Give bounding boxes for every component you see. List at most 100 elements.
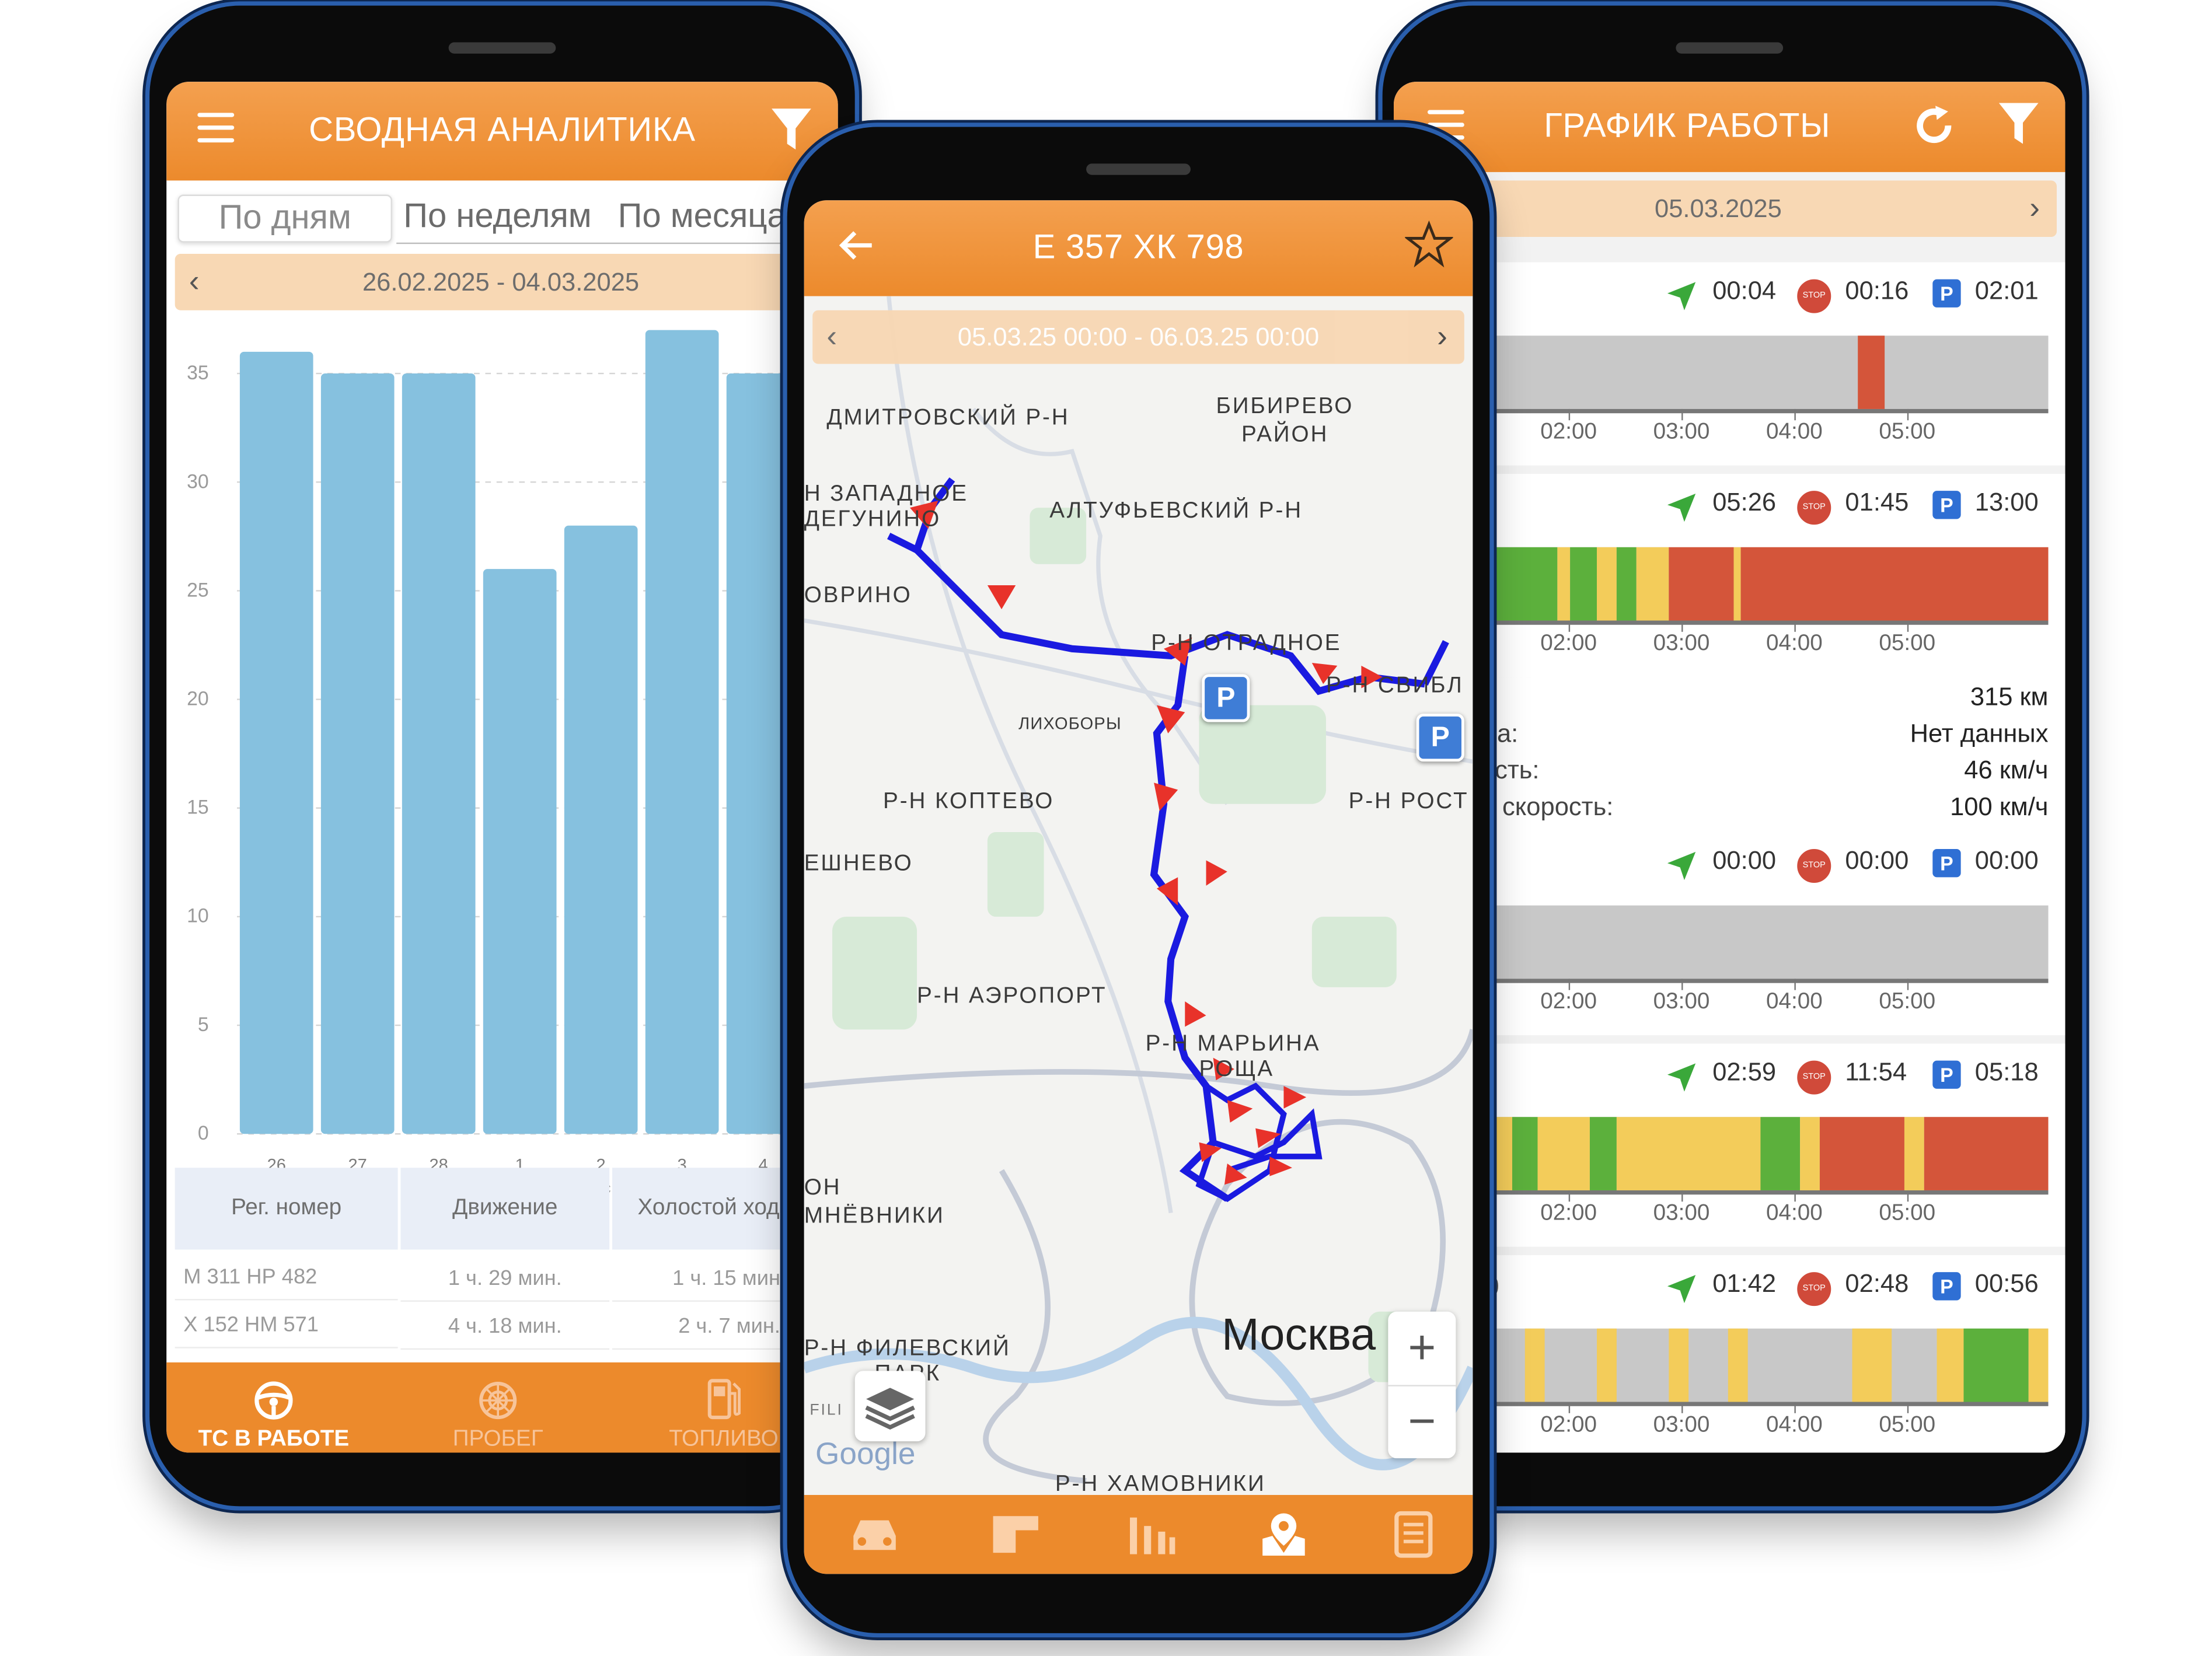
stairs-icon	[993, 1516, 1038, 1553]
movement-time: 00:04	[1712, 276, 1777, 305]
zoom-in-button[interactable]: +	[1388, 1312, 1456, 1386]
cell-text: 1 ч. 29 мин.	[448, 1266, 562, 1290]
detail-line: ег:315 км	[1394, 683, 2048, 717]
chevron-left-icon[interactable]: ‹	[189, 263, 200, 299]
chart-bar[interactable]	[564, 525, 638, 1134]
nav-vehicles-at-work[interactable]: ТС В РАБОТЕ	[175, 1362, 372, 1453]
y-tick-label: 10	[187, 904, 209, 927]
timeline-segment	[1596, 547, 1617, 621]
timeline-segment	[1537, 1117, 1590, 1190]
nav-car[interactable]	[838, 1495, 912, 1574]
tab-weeks[interactable]: По неделям	[403, 195, 591, 240]
stop-icon: STOP	[1797, 1060, 1831, 1095]
table-cell[interactable]: М 311 НР 482	[175, 1255, 398, 1301]
menu-icon[interactable]	[1428, 110, 1464, 148]
map-label: Р-Н ОТРАДНОЕ	[1151, 631, 1342, 656]
chart-bar[interactable]	[402, 373, 476, 1134]
timeline-label: 02:00	[1540, 990, 1597, 1014]
stop-icon: STOP	[1797, 491, 1831, 525]
timeline-label: 05:00	[1879, 990, 1936, 1014]
chart-bar[interactable]	[483, 569, 557, 1134]
tab-months[interactable]: По месяца	[618, 195, 786, 240]
timeline-tick	[1794, 1190, 1796, 1202]
period-tabs: По дням По неделям По месяца	[177, 180, 838, 245]
parking-marker[interactable]: P	[1416, 714, 1464, 762]
chart-bar[interactable]	[726, 373, 800, 1134]
parking-marker[interactable]: P	[1202, 674, 1250, 722]
star-icon[interactable]	[1404, 220, 1454, 268]
chevron-right-icon[interactable]: ›	[2029, 190, 2040, 225]
timeline-bar[interactable]	[1393, 336, 2049, 414]
menu-icon[interactable]	[197, 113, 235, 151]
timeline-tick	[1568, 620, 1571, 632]
timeline-segment	[1760, 1117, 1800, 1190]
y-tick-label: 20	[187, 686, 209, 710]
parking-marker-label: P	[1216, 682, 1236, 714]
nav-mileage[interactable]: ПРОБЕГ	[406, 1362, 589, 1453]
map-date-range-bar: ‹ 05.03.25 00:00 - 06.03.25 00:00 ›	[812, 310, 1464, 364]
movement-time: 00:00	[1712, 846, 1777, 875]
header-plate-label: Рег. номер	[231, 1196, 342, 1220]
schedule-row[interactable]: ХХ 44405:26STOP01:45P13:0001:0002:0003:0…	[1393, 474, 2066, 677]
schedule-row[interactable]: МА 69901:42STOP02:48P00:5601:0002:0003:0…	[1393, 1255, 2066, 1453]
timeline-tick	[1568, 1402, 1571, 1413]
chart-bar[interactable]	[645, 330, 719, 1134]
refresh-icon[interactable]	[1910, 102, 1958, 149]
nav-documents[interactable]	[1377, 1495, 1450, 1574]
map-label: ЕШНЕВО	[804, 851, 913, 876]
nav-trips[interactable]	[979, 1495, 1052, 1574]
zoom-out-button[interactable]: −	[1388, 1386, 1456, 1457]
timeline-segment	[1557, 547, 1571, 621]
filter-icon[interactable]	[1997, 102, 2040, 146]
chevron-left-icon[interactable]: ‹	[826, 317, 838, 354]
table-cell[interactable]: Х 152 НМ 571	[175, 1303, 398, 1348]
nav-fuel-label: ТОПЛИВО	[669, 1427, 779, 1452]
stop-icon: STOP	[1797, 849, 1831, 883]
back-arrow-icon[interactable]	[838, 229, 875, 263]
nav-fuel[interactable]: ТОПЛИВО	[632, 1362, 815, 1453]
timeline-segment	[1511, 1117, 1538, 1190]
table-cell[interactable]: 4 ч. 18 мин.	[400, 1303, 610, 1350]
middle-phone: Е 357 ХК 798	[787, 127, 1490, 1633]
timeline-segment	[1616, 547, 1636, 621]
schedule-row[interactable]: ХС 07200:00STOP00:00P00:0001:0002:0003:0…	[1393, 832, 2066, 1036]
timeline-segment	[1590, 1117, 1617, 1190]
cell-text: М 311 НР 482	[183, 1265, 318, 1290]
table-cell[interactable]: 1 ч. 29 мин.	[400, 1255, 610, 1302]
map-label: ДМИТРОВСКИЙ Р-Н	[826, 406, 1070, 431]
timeline-bar[interactable]	[1393, 1328, 2049, 1406]
timeline-label: 02:00	[1540, 1201, 1597, 1226]
nav-map[interactable]	[1247, 1495, 1321, 1574]
map-label: РАЙОН	[1241, 423, 1329, 448]
bar-chart-svg	[237, 330, 838, 1135]
timeline-label: 04:00	[1766, 1201, 1823, 1226]
left-phone-speaker	[448, 42, 556, 54]
parking-marker-label: P	[1431, 722, 1450, 753]
timeline-label: 04:00	[1766, 1413, 1823, 1437]
timeline-tick	[1681, 1190, 1683, 1202]
chevron-right-icon[interactable]: ›	[1437, 317, 1447, 354]
schedule-row[interactable]: СХ 71202:59STOP11:54P05:1801:0002:0003:0…	[1393, 1043, 2066, 1247]
timeline-label: 05:00	[1879, 1413, 1936, 1437]
tab-days-label: По дням	[218, 198, 351, 237]
map-view[interactable]: ‹ 05.03.25 00:00 - 06.03.25 00:00 › ДМИТ…	[804, 296, 1473, 1496]
map-label: ДЕГУНИНО	[804, 508, 941, 532]
steering-wheel-icon	[254, 1381, 293, 1420]
stop-time: 01:45	[1845, 488, 1909, 516]
tab-days[interactable]: По дням	[177, 194, 392, 243]
map-layers-button[interactable]	[854, 1371, 926, 1442]
chart-bar[interactable]	[320, 373, 395, 1134]
timeline-label: 02:00	[1540, 631, 1597, 656]
timeline-bar[interactable]	[1393, 547, 2049, 625]
schedule-row[interactable]: КЕ 97100:04STOP00:16P02:0101:0002:0003:0…	[1393, 262, 2066, 466]
middle-phone-speaker	[1086, 163, 1191, 175]
timeline-tick	[1907, 408, 1909, 421]
timeline-bar[interactable]	[1393, 905, 2049, 983]
filter-icon[interactable]	[770, 107, 813, 152]
nav-reports[interactable]	[1114, 1495, 1188, 1574]
y-tick-label: 35	[187, 361, 209, 383]
chart-bar[interactable]	[239, 351, 313, 1134]
parking-icon: P	[1932, 849, 1961, 878]
timeline-bar[interactable]	[1393, 1117, 2049, 1195]
